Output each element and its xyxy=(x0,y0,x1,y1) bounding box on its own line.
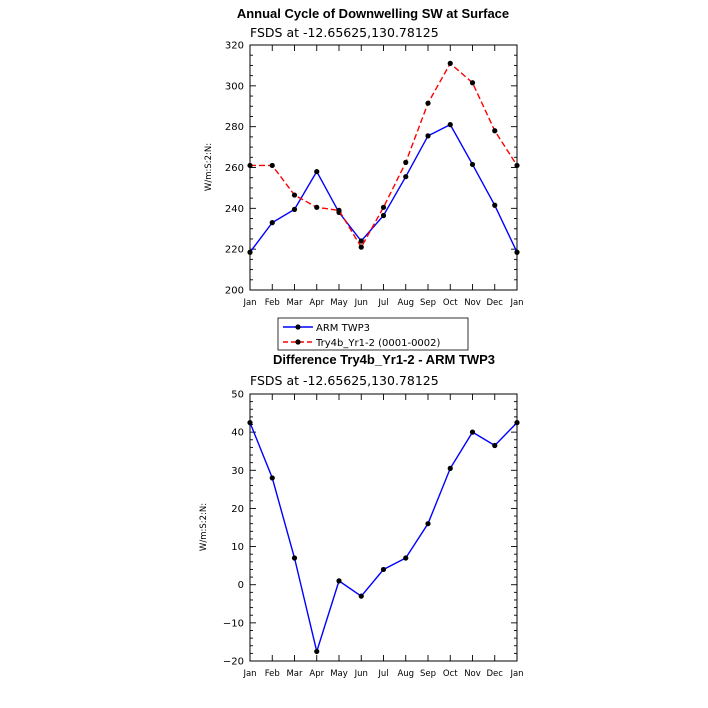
x-tick-label: Mar xyxy=(286,298,303,308)
data-point xyxy=(492,128,498,134)
series-line-1 xyxy=(250,62,518,249)
data-point xyxy=(269,220,275,226)
x-tick-label: Aug xyxy=(397,669,414,679)
data-point xyxy=(247,420,253,426)
data-point xyxy=(469,80,476,86)
data-point xyxy=(403,174,409,180)
data-point xyxy=(291,192,298,198)
y-tick-label: 320 xyxy=(225,41,244,52)
x-tick-label: Nov xyxy=(464,298,481,308)
data-point xyxy=(358,238,364,244)
data-point xyxy=(269,162,275,169)
data-point xyxy=(291,206,298,212)
data-point xyxy=(314,168,320,175)
chart-subtitle: FSDS at -12.65625,130.78125 xyxy=(250,373,439,388)
x-tick-label: Feb xyxy=(265,669,280,679)
x-tick-label: Jan xyxy=(509,669,523,679)
y-tick-label: 0 xyxy=(238,580,244,591)
chart-title: Difference Try4b_Yr1-2 - ARM TWP3 xyxy=(273,352,495,367)
y-tick-label: 220 xyxy=(225,245,244,256)
y-tick-label: 240 xyxy=(225,204,244,215)
difference-chart: Difference Try4b_Yr1-2 - ARM TWP3 FSDS a… xyxy=(199,352,524,679)
plot-frame xyxy=(249,44,518,291)
x-tick-label: Jul xyxy=(377,669,388,679)
data-point xyxy=(314,648,320,655)
data-point xyxy=(425,100,431,106)
x-tick-label: Sep xyxy=(420,298,436,308)
y-tick-label: −20 xyxy=(223,657,244,668)
data-point xyxy=(403,159,409,165)
y-tick-label: 200 xyxy=(225,286,244,297)
y-tick-label: 30 xyxy=(231,466,244,477)
legend-marker-try4b xyxy=(295,339,301,345)
data-point xyxy=(336,578,342,584)
data-point xyxy=(380,204,387,210)
data-point xyxy=(380,566,387,573)
x-tick-label: Oct xyxy=(443,669,458,679)
x-tick-label: Jul xyxy=(377,298,388,308)
data-point xyxy=(336,207,342,213)
y-tick-label: 300 xyxy=(225,81,244,92)
x-tick-label: Mar xyxy=(286,669,303,679)
data-point xyxy=(358,593,364,599)
data-point xyxy=(447,60,453,66)
series-line-0 xyxy=(249,123,518,253)
data-point xyxy=(514,162,520,169)
data-point xyxy=(492,442,498,449)
y-tick-label: 280 xyxy=(225,122,244,133)
x-tick-label: Jan xyxy=(242,298,256,308)
data-point xyxy=(425,133,431,139)
x-tick-label: Jan xyxy=(242,669,256,679)
data-point xyxy=(247,249,253,255)
legend-marker-arm xyxy=(295,324,301,330)
legend-box xyxy=(277,317,469,351)
x-tick-label: Jan xyxy=(509,298,523,308)
x-tick-label: May xyxy=(330,298,348,308)
x-tick-label: Aug xyxy=(397,298,414,308)
series-line-0 xyxy=(249,422,518,655)
legend-entry-arm: ARM TWP3 xyxy=(316,323,370,334)
data-point xyxy=(492,202,498,208)
data-point xyxy=(447,465,453,471)
x-tick-label: Apr xyxy=(309,669,324,679)
x-tick-label: Dec xyxy=(487,669,504,679)
y-tick-label: 260 xyxy=(225,163,244,174)
data-point xyxy=(403,555,409,561)
data-point xyxy=(358,244,364,250)
y-axis-label: W/m:S:2:N: xyxy=(204,143,214,191)
data-point xyxy=(447,122,453,128)
data-point xyxy=(269,475,275,481)
data-point xyxy=(425,521,431,527)
y-tick-label: 40 xyxy=(231,428,244,439)
legend-entry-try4b: Try4b_Yr1-2 (0001-0002) xyxy=(315,338,441,349)
data-point xyxy=(291,555,298,561)
data-point xyxy=(380,212,387,219)
chart-title: Annual Cycle of Downwelling SW at Surfac… xyxy=(237,6,509,21)
x-tick-label: May xyxy=(330,669,348,679)
data-point xyxy=(469,161,476,168)
x-tick-label: Dec xyxy=(487,298,504,308)
x-tick-label: Nov xyxy=(464,669,481,679)
x-tick-label: Apr xyxy=(309,298,324,308)
data-point xyxy=(514,420,520,426)
x-tick-label: Oct xyxy=(443,298,458,308)
x-tick-label: Jun xyxy=(354,298,368,308)
data-point xyxy=(514,249,520,255)
x-tick-label: Feb xyxy=(265,298,280,308)
y-tick-label: 10 xyxy=(231,542,244,553)
data-point xyxy=(314,204,320,210)
data-point xyxy=(247,162,253,169)
chart-legend: ARM TWP3 Try4b_Yr1-2 (0001-0002) xyxy=(277,317,469,351)
y-axis-label: W/m:S:2:N: xyxy=(199,503,209,551)
chart-subtitle: FSDS at -12.65625,130.78125 xyxy=(250,25,439,40)
x-tick-label: Jun xyxy=(354,669,368,679)
y-tick-label: −10 xyxy=(223,618,244,629)
x-tick-label: Sep xyxy=(420,669,436,679)
y-tick-label: 50 xyxy=(231,390,244,401)
y-tick-label: 20 xyxy=(231,504,244,515)
annual-cycle-chart: Annual Cycle of Downwelling SW at Surfac… xyxy=(204,6,524,351)
data-point xyxy=(469,429,476,435)
